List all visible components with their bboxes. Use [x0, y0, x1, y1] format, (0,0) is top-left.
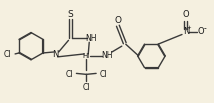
- Text: O: O: [198, 27, 204, 36]
- Text: N: N: [183, 27, 189, 36]
- Text: Cl: Cl: [99, 70, 107, 79]
- Text: N: N: [52, 50, 59, 59]
- Text: Cl: Cl: [83, 83, 90, 92]
- Text: NH: NH: [85, 34, 97, 43]
- Text: O: O: [114, 16, 121, 25]
- Text: NH: NH: [101, 51, 113, 60]
- Text: Cl: Cl: [66, 70, 73, 79]
- Text: Cl: Cl: [4, 50, 11, 59]
- Text: +: +: [187, 25, 191, 30]
- Text: O: O: [183, 10, 189, 19]
- Text: S: S: [68, 10, 73, 19]
- Text: -: -: [203, 24, 206, 33]
- Text: Hl: Hl: [83, 53, 90, 59]
